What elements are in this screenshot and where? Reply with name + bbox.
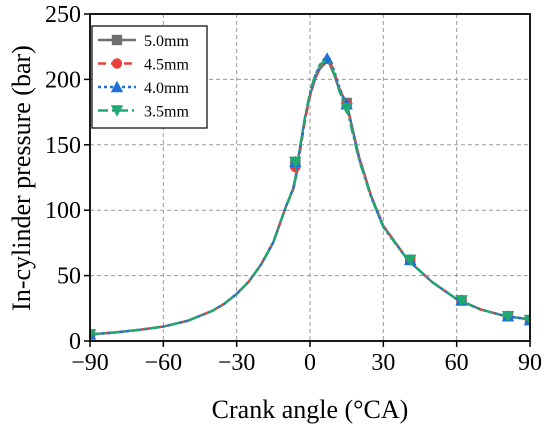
series-line <box>90 59 530 336</box>
y-tick-label: 250 <box>45 2 81 28</box>
legend-marker <box>111 34 123 46</box>
y-tick-label: 150 <box>45 133 81 159</box>
legend-label: 5.0mm <box>144 33 189 50</box>
x-tick-label: −90 <box>71 350 109 376</box>
x-axis-label: Crank angle (°CA) <box>212 395 409 424</box>
data-point <box>404 254 417 267</box>
data-point <box>90 329 97 341</box>
grid-lines <box>90 14 530 341</box>
legend-item: 3.5mm <box>98 104 189 121</box>
data-point <box>455 295 468 307</box>
x-tick-label: 90 <box>518 350 542 376</box>
legend-marker <box>110 105 124 117</box>
x-tick-label: −30 <box>218 350 256 376</box>
x-tick-label: −60 <box>145 350 183 376</box>
x-axis-tick-labels: −90 −60 −30 0 30 60 90 <box>71 350 542 376</box>
data-point <box>340 102 353 115</box>
y-axis-tick-labels: 0 50 100 150 200 250 <box>45 2 81 355</box>
legend-item: 5.0mm <box>98 33 189 50</box>
legend-label: 3.5mm <box>144 104 189 121</box>
legend-marker <box>110 80 124 93</box>
y-tick-label: 200 <box>45 67 81 93</box>
legend-box <box>91 25 208 129</box>
data-point <box>501 310 515 323</box>
legend-label: 4.0mm <box>144 80 189 97</box>
legend-marker <box>111 58 123 69</box>
tick-marks <box>84 13 531 347</box>
x-tick-label: 30 <box>371 350 395 376</box>
x-tick-label: 60 <box>445 350 469 376</box>
legend-item: 4.5mm <box>98 57 189 74</box>
data-point <box>523 314 530 327</box>
data-series-layer <box>90 52 530 341</box>
y-axis-label: In-cylinder pressure (bar) <box>7 45 36 311</box>
chart-legend: 5.0mm 4.5mm 4.0mm 3.5mm <box>91 25 208 129</box>
y-tick-label: 50 <box>57 264 81 290</box>
x-tick-label: 0 <box>304 350 316 376</box>
y-tick-label: 100 <box>45 198 81 224</box>
data-point <box>289 156 302 169</box>
y-tick-label: 0 <box>69 329 81 355</box>
series-4 <box>90 59 530 341</box>
legend-label: 4.5mm <box>144 57 189 74</box>
legend-item: 4.0mm <box>98 80 189 97</box>
